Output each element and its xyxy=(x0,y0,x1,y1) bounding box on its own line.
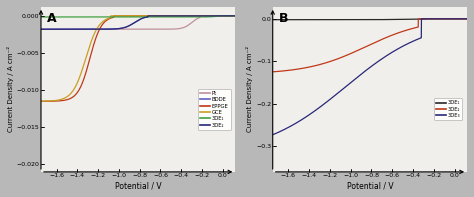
Legend: Pt, BDDE, EPPGE, GCE, 3DE₁, 3DE₂: Pt, BDDE, EPPGE, GCE, 3DE₁, 3DE₂ xyxy=(198,89,231,130)
Text: B: B xyxy=(279,12,288,25)
Y-axis label: Current Density / A cm⁻²: Current Density / A cm⁻² xyxy=(7,46,14,132)
X-axis label: Potential / V: Potential / V xyxy=(346,181,393,190)
Y-axis label: Current Density / A cm⁻²: Current Density / A cm⁻² xyxy=(246,46,254,132)
X-axis label: Potential / V: Potential / V xyxy=(115,181,162,190)
Legend: 3DE₁, 3DE₂, 3DE₃: 3DE₁, 3DE₂, 3DE₃ xyxy=(434,98,463,120)
Text: A: A xyxy=(47,12,56,25)
